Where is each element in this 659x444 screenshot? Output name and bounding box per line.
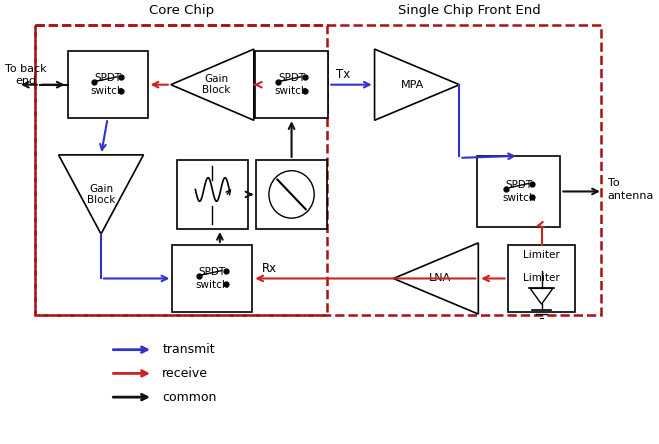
Text: Gain
Block: Gain Block [87, 184, 115, 205]
Text: Core Chip: Core Chip [149, 4, 214, 17]
Text: Single Chip Front End: Single Chip Front End [397, 4, 540, 17]
Text: Limiter: Limiter [523, 250, 560, 260]
Bar [35, 25, 328, 315]
Polygon shape [171, 49, 254, 120]
Text: Gain
Block: Gain Block [202, 74, 231, 95]
Text: SPDT
switch: SPDT switch [502, 180, 536, 203]
Text: To back
end: To back end [5, 63, 46, 86]
Text: LNA: LNA [429, 274, 451, 283]
Text: To
antenna: To antenna [608, 178, 654, 201]
Text: Limiter: Limiter [523, 274, 560, 283]
Bar [35, 25, 601, 315]
Text: MPA: MPA [401, 79, 424, 90]
Bar [255, 51, 328, 118]
Circle shape [269, 170, 314, 218]
Bar [256, 160, 327, 229]
Text: common: common [162, 391, 217, 404]
Bar [477, 156, 560, 227]
Polygon shape [59, 155, 144, 234]
Bar [67, 51, 148, 118]
Polygon shape [374, 49, 459, 120]
Text: Rx: Rx [262, 262, 277, 275]
Text: Tx: Tx [336, 68, 350, 81]
Text: SPDT
switch: SPDT switch [91, 73, 125, 96]
Text: receive: receive [162, 367, 208, 380]
Text: Limiter: Limiter [539, 288, 544, 289]
Bar [177, 160, 248, 229]
Bar [172, 245, 252, 312]
Text: SPDT
switch: SPDT switch [196, 267, 229, 290]
Bar [507, 245, 575, 312]
Polygon shape [393, 243, 478, 314]
Text: transmit: transmit [162, 343, 215, 356]
Polygon shape [530, 288, 553, 304]
Text: SPDT
switch: SPDT switch [275, 73, 308, 96]
